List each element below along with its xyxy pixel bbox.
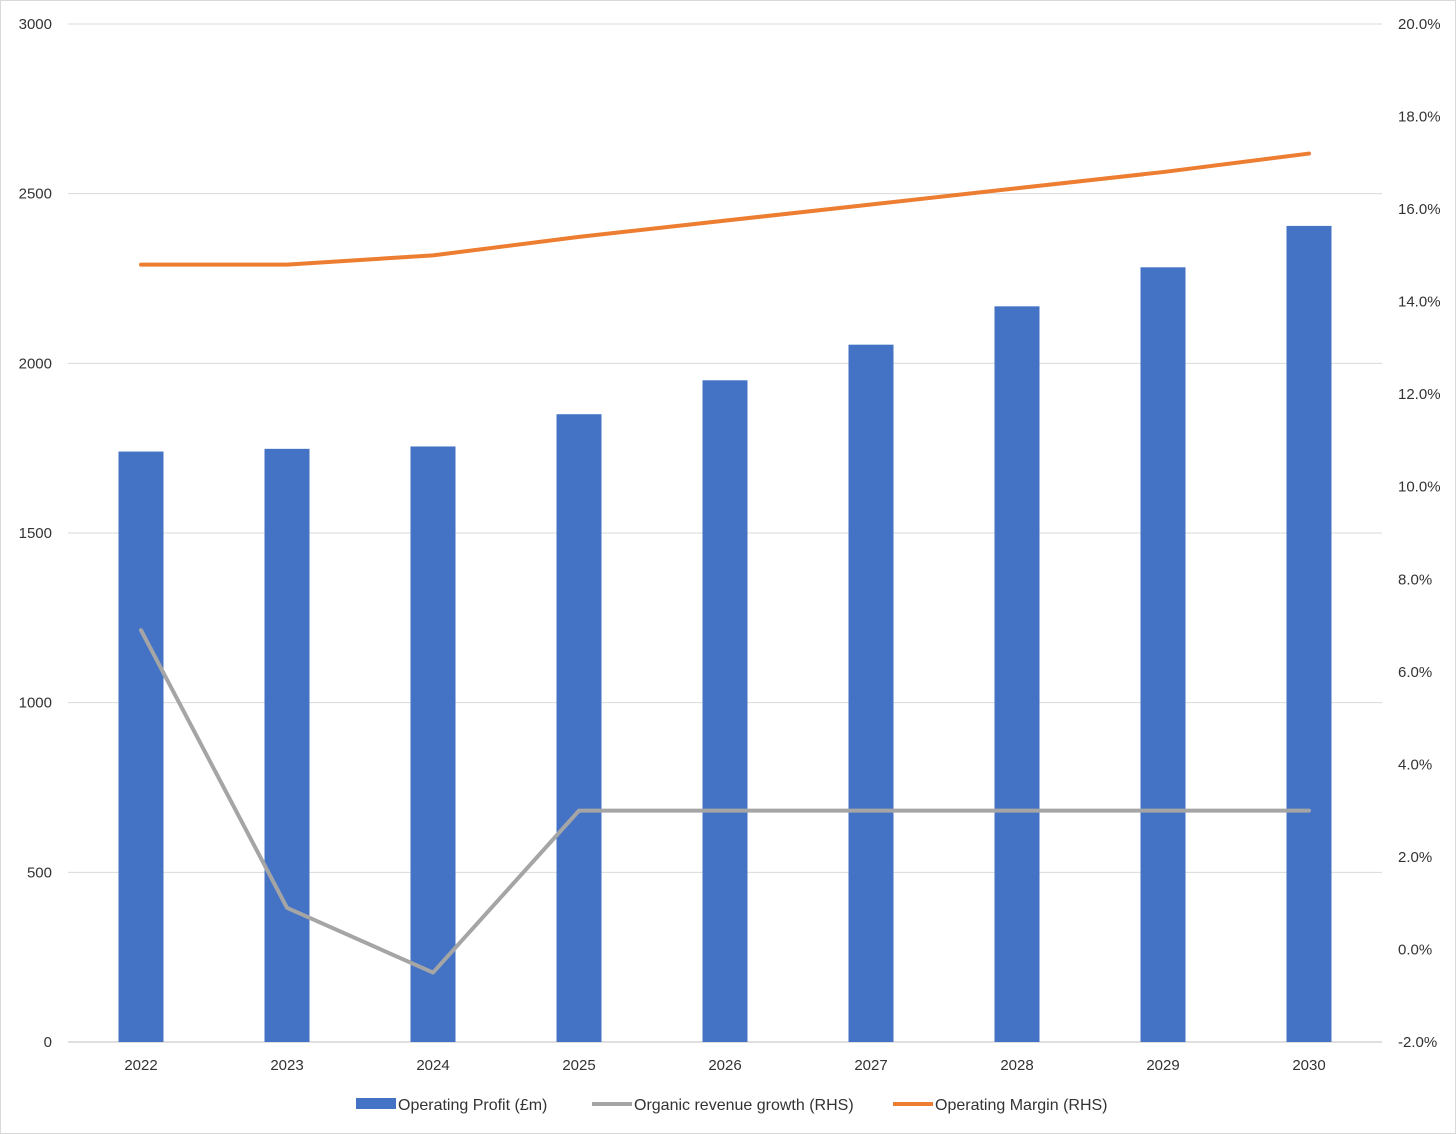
legend-swatch	[356, 1098, 396, 1109]
left-tick-label: 1500	[19, 525, 52, 542]
left-tick-label: 2500	[19, 186, 52, 203]
left-tick-label: 2000	[19, 355, 52, 372]
right-tick-label: 16.0%	[1398, 201, 1441, 218]
left-tick-label: 1000	[19, 695, 52, 712]
legend: Operating Profit (£m) Organic revenue gro…	[356, 1097, 1108, 1114]
x-tick-label: 2025	[562, 1057, 595, 1074]
bar-operating-profit-2026	[702, 380, 748, 1042]
right-tick-label: 8.0%	[1398, 571, 1432, 588]
right-tick-label: 0.0%	[1398, 941, 1432, 958]
bar-operating-profit-2023	[264, 448, 310, 1042]
x-tick-label: 2022	[124, 1057, 157, 1074]
left-tick-label: 0	[44, 1034, 52, 1051]
bar-operating-profit-2029	[1140, 267, 1186, 1042]
right-tick-label: 18.0%	[1398, 109, 1441, 126]
line-series-2	[139, 151, 1311, 267]
bar-operating-profit-2027	[848, 344, 894, 1042]
right-tick-label: -2.0%	[1398, 1034, 1437, 1051]
right-tick-label: 14.0%	[1398, 294, 1441, 311]
line-series-1	[139, 628, 1311, 975]
legend-label: Operating Margin (RHS)	[935, 1097, 1108, 1114]
x-tick-label: 2027	[854, 1057, 887, 1074]
right-tick-label: 12.0%	[1398, 386, 1441, 403]
bar-operating-profit-2025	[556, 414, 602, 1042]
bar-operating-profit-2022	[118, 451, 164, 1042]
right-tick-label: 4.0%	[1398, 756, 1432, 773]
bar-operating-profit-2030	[1286, 225, 1332, 1043]
left-tick-label: 3000	[19, 16, 52, 33]
right-tick-label: 6.0%	[1398, 664, 1432, 681]
x-tick-label: 2023	[270, 1057, 303, 1074]
right-tick-label: 10.0%	[1398, 479, 1441, 496]
left-axis: 0 500 1000 1500 2000 2500 3000	[19, 16, 52, 1051]
right-axis: -2.0% 0.0% 2.0% 4.0% 6.0% 8.0% 10.0% 12.0% 14.0%…	[1398, 16, 1441, 1051]
x-tick-label: 2030	[1292, 1057, 1325, 1074]
line-series	[139, 151, 1311, 975]
x-tick-label: 2029	[1146, 1057, 1179, 1074]
bar-operating-profit-2024	[410, 446, 456, 1043]
bar-series	[118, 225, 1332, 1043]
bar-operating-profit-2028	[994, 306, 1040, 1043]
x-axis: 2022 2023 2024 2025 2026 2027 2028 2029 2030	[124, 1057, 1325, 1074]
x-tick-label: 2028	[1000, 1057, 1033, 1074]
left-tick-label: 500	[27, 864, 52, 881]
right-tick-label: 20.0%	[1398, 16, 1441, 33]
legend-label: Operating Profit (£m)	[398, 1097, 547, 1114]
x-tick-label: 2026	[708, 1057, 741, 1074]
legend-label: Organic revenue growth (RHS)	[634, 1097, 854, 1114]
right-tick-label: 2.0%	[1398, 849, 1432, 866]
x-tick-label: 2024	[416, 1057, 449, 1074]
